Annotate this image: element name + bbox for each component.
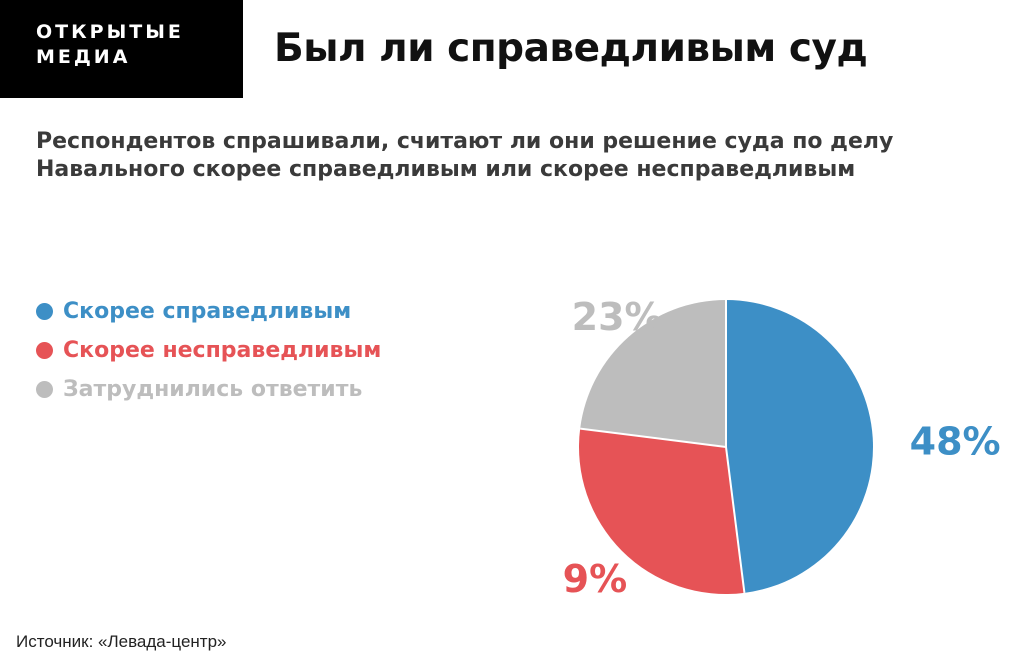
legend-dot-undecided	[36, 381, 53, 398]
chart-subtitle: Респондентов спрашивали, считают ли они …	[36, 128, 936, 184]
pie-label-fair: 48%	[910, 420, 1000, 464]
pie-slice-fair	[726, 300, 873, 593]
brand-logo: ОТКРЫТЫЕ МЕДИА	[0, 0, 243, 98]
subtitle-line-2: Навального скорее справедливым или скоре…	[36, 157, 856, 182]
legend-label-fair: Скорее справедливым	[63, 299, 352, 324]
pie-separator-undecided	[580, 427, 727, 448]
legend-item-undecided: Затруднились ответить	[36, 370, 381, 409]
source-note: Источник: «Левада-центр»	[16, 632, 227, 651]
legend-label-unfair: Скорее несправедливым	[63, 338, 382, 363]
legend-dot-unfair	[36, 342, 53, 359]
brand-line-2: МЕДИА	[36, 46, 131, 68]
legend-dot-fair	[36, 303, 53, 320]
brand-line-1: ОТКРЫТЫЕ	[36, 21, 184, 43]
pie-slice-undecided	[580, 300, 726, 447]
pie-separator-unfair	[725, 446, 746, 593]
legend: Скорее справедливым Скорее несправедливы…	[36, 292, 381, 409]
legend-item-unfair: Скорее несправедливым	[36, 331, 381, 370]
subtitle-line-1: Респондентов спрашивали, считают ли они …	[36, 129, 894, 154]
chart-title: Был ли справедливым суд	[274, 26, 868, 71]
legend-label-undecided: Затруднились ответить	[63, 377, 363, 402]
pie-slice-unfair	[579, 428, 745, 594]
pie-label-unfair: 29%	[560, 557, 627, 601]
legend-item-fair: Скорее справедливым	[36, 292, 381, 331]
pie-chart: 48% 29% 23%	[560, 295, 1000, 601]
pie-label-undecided: 23%	[572, 295, 663, 339]
